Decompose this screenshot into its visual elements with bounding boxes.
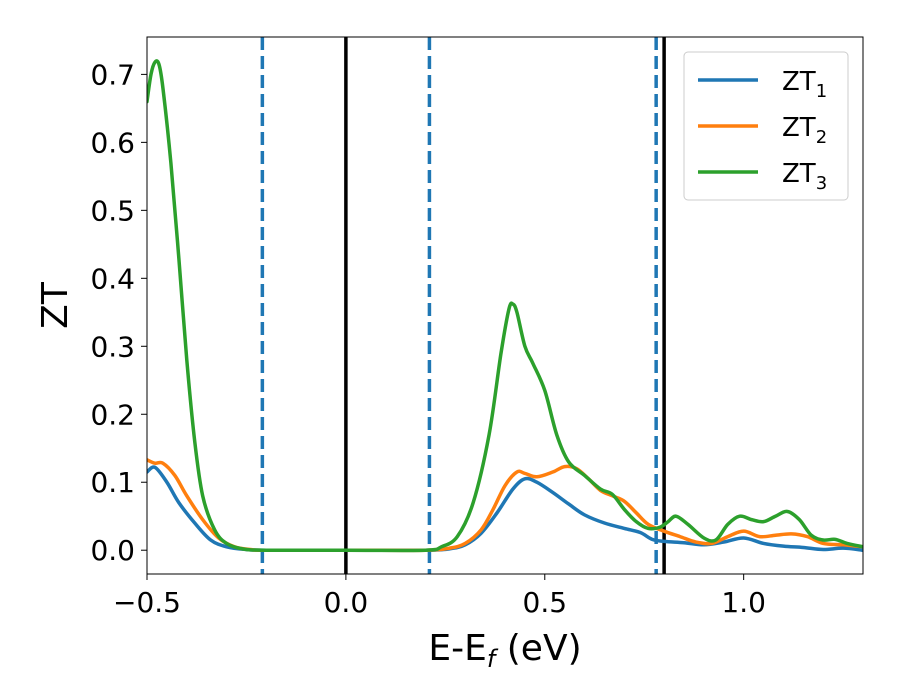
x-tick-label: 0.5: [523, 586, 568, 619]
x-tick-label: 1.0: [721, 586, 766, 619]
y-tick-label: 0.2: [90, 398, 135, 431]
vertical-reference-lines: [260, 37, 666, 574]
y-tick-label: 0.6: [90, 126, 135, 159]
x-tick-label: −0.5: [113, 586, 181, 619]
legend-label-zt3: ZT3: [782, 159, 827, 194]
series-line-zt1: [147, 465, 863, 553]
y-tick-label: 0.5: [90, 194, 135, 227]
x-axis-title-unit: (eV): [495, 628, 581, 669]
y-axis-ticks: 0.0 0.1 0.2 0.3 0.4 0.5 0.6 0.7: [90, 58, 147, 567]
legend-label-zt2: ZT2: [782, 113, 827, 148]
y-tick-label: 0.1: [90, 466, 135, 499]
y-tick-label: 0.4: [90, 262, 135, 295]
x-axis-title: E-Ef (eV): [428, 628, 581, 673]
y-tick-label: 0.7: [90, 58, 135, 91]
series-lines: [147, 59, 863, 553]
x-tick-label: 0.0: [324, 586, 369, 619]
y-tick-label: 0.3: [90, 330, 135, 363]
series-line-zt3: [147, 59, 863, 553]
series-line-zt2: [147, 458, 863, 553]
x-axis-title-main: E-E: [428, 628, 486, 669]
y-axis-title: ZT: [35, 281, 76, 329]
legend-label-zt1: ZT1: [782, 67, 827, 102]
legend-box: [683, 51, 849, 201]
plot-frame: [146, 36, 864, 575]
y-tick-label: 0.0: [90, 534, 135, 567]
legend: ZT1 ZT2 ZT3: [683, 51, 849, 201]
x-axis-ticks: −0.5 0.0 0.5 1.0: [113, 574, 766, 619]
